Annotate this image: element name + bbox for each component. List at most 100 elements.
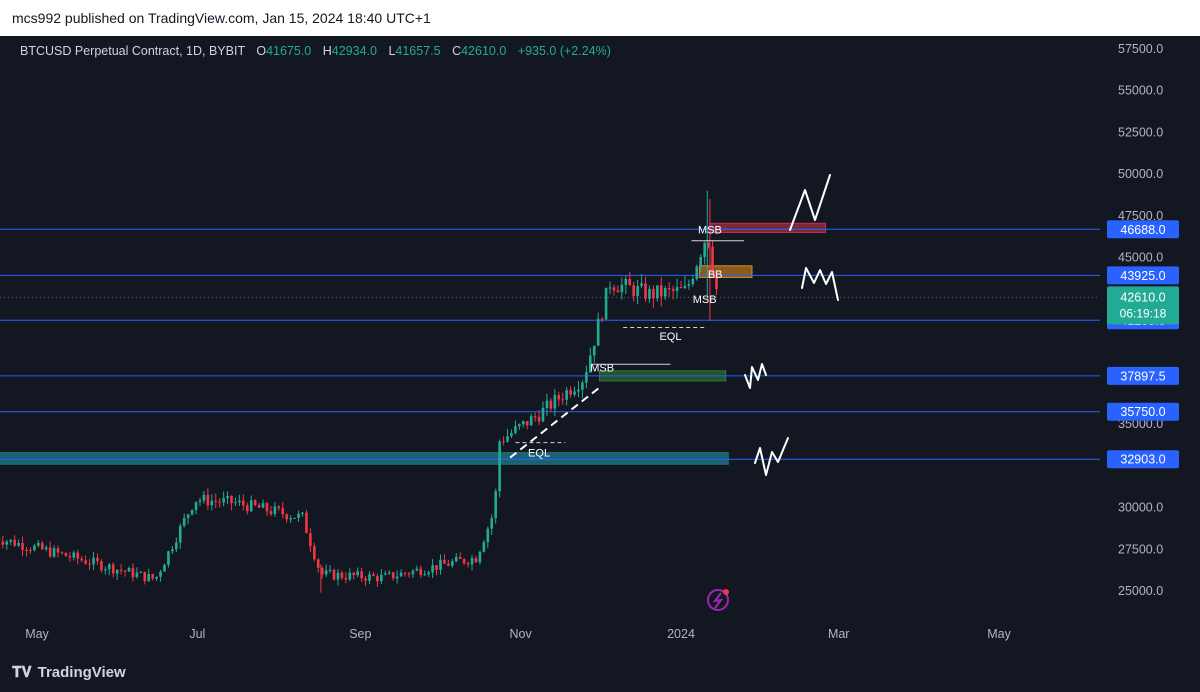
candle (281, 501, 285, 519)
candle-body (514, 426, 517, 433)
candle (671, 285, 675, 300)
candle (37, 540, 40, 548)
candle-body (521, 421, 525, 425)
candle-body (557, 395, 561, 400)
candle-body (443, 559, 446, 564)
candle (332, 568, 336, 581)
candle (368, 570, 371, 585)
candle-body (163, 564, 166, 572)
candle (435, 565, 438, 576)
candle-body (502, 441, 505, 443)
price-chart[interactable]: MSB BB MSB EQL MSB EQL 57500.0 55000.0 52500.0 5… (0, 36, 1200, 658)
candle-body (171, 549, 174, 552)
price-tag-0[interactable] (1107, 220, 1179, 239)
candle (324, 564, 328, 577)
candle-body (147, 573, 151, 582)
change-value: +935.0 (+2.24%) (517, 44, 611, 58)
candle (249, 495, 253, 513)
candle-body (533, 416, 537, 418)
price-tag-3[interactable] (1107, 366, 1179, 385)
candle (226, 491, 229, 505)
zone-0[interactable] (709, 222, 827, 233)
candle (451, 558, 454, 568)
candle-body (214, 500, 218, 502)
candle (360, 567, 363, 582)
candle (620, 277, 624, 300)
candle-body (309, 533, 312, 547)
candle-body (451, 561, 454, 566)
drawing-zigzag-up[interactable] (789, 174, 831, 231)
high-value: 42934.0 (331, 44, 377, 58)
candle-body (644, 283, 647, 299)
candle (525, 421, 529, 430)
candle-body (344, 577, 348, 580)
price-tag-1[interactable] (1107, 266, 1179, 285)
candle (656, 285, 659, 302)
candle (683, 275, 687, 290)
candle (356, 567, 359, 578)
candle (510, 429, 513, 439)
candle (652, 285, 655, 308)
candle (648, 285, 651, 303)
candle (423, 570, 427, 576)
candle-body (380, 574, 383, 582)
price-tag-label: 35750.0 (1120, 405, 1165, 419)
chart-area[interactable]: MSB BB MSB EQL MSB EQL 57500.0 55000.0 52500.0 5… (0, 36, 1200, 658)
drawing-zigzag-2[interactable] (744, 363, 767, 389)
zone-1[interactable] (698, 265, 753, 278)
candle (285, 513, 289, 523)
candle (84, 555, 87, 565)
candle (592, 345, 596, 363)
candle-body (604, 287, 608, 320)
candle (328, 564, 332, 573)
candle-body (301, 512, 304, 514)
x-tick-label: Jul (189, 627, 205, 641)
candle (569, 386, 572, 399)
candle-body (482, 542, 486, 552)
candle (545, 393, 549, 417)
annotation-eql-3: EQL (659, 331, 681, 343)
countdown-label: 06:19:18 (1120, 306, 1167, 320)
candle (135, 567, 139, 579)
candle (431, 559, 434, 579)
symbol-legend[interactable]: BTCUSD Perpetual Contract, 1D, BYBIT O41… (20, 44, 611, 58)
candle (159, 569, 162, 582)
candle (632, 281, 635, 302)
candle-body (616, 290, 620, 293)
candle-body (17, 542, 20, 546)
zone-3[interactable] (0, 452, 729, 465)
y-tick-label: 25000.0 (1118, 584, 1163, 598)
candle-body (37, 543, 40, 546)
candle (72, 550, 76, 561)
candle (502, 436, 505, 446)
candle-body (281, 508, 285, 515)
candle (5, 539, 9, 550)
price-tag-5[interactable] (1107, 450, 1179, 469)
candle-body (159, 571, 162, 577)
dashed-trendline[interactable] (509, 386, 601, 459)
current-price-tag[interactable] (1107, 286, 1179, 325)
candle (115, 569, 119, 580)
candle (297, 510, 300, 522)
candle-body (285, 514, 289, 520)
candle (167, 550, 170, 568)
drawing-zigzag-3[interactable] (754, 437, 789, 476)
candle (608, 281, 612, 295)
candle-body (671, 288, 675, 291)
candle (245, 502, 249, 515)
candle (194, 501, 198, 515)
candle (269, 505, 273, 517)
candle-body (447, 563, 450, 566)
price-tag-4[interactable] (1107, 402, 1179, 421)
brand-name: TradingView (37, 664, 126, 681)
candle-body (498, 441, 501, 492)
candle-body (242, 500, 245, 506)
candle (230, 495, 233, 511)
lightning-events-icon[interactable] (707, 589, 729, 611)
drawing-zigzag-1[interactable] (801, 267, 839, 301)
candle (707, 242, 710, 249)
candle (478, 550, 482, 565)
candle-body (640, 283, 643, 286)
tradingview-brand[interactable]: 𝐓𝐕 TradingView (12, 664, 126, 681)
candle-body (454, 556, 458, 562)
